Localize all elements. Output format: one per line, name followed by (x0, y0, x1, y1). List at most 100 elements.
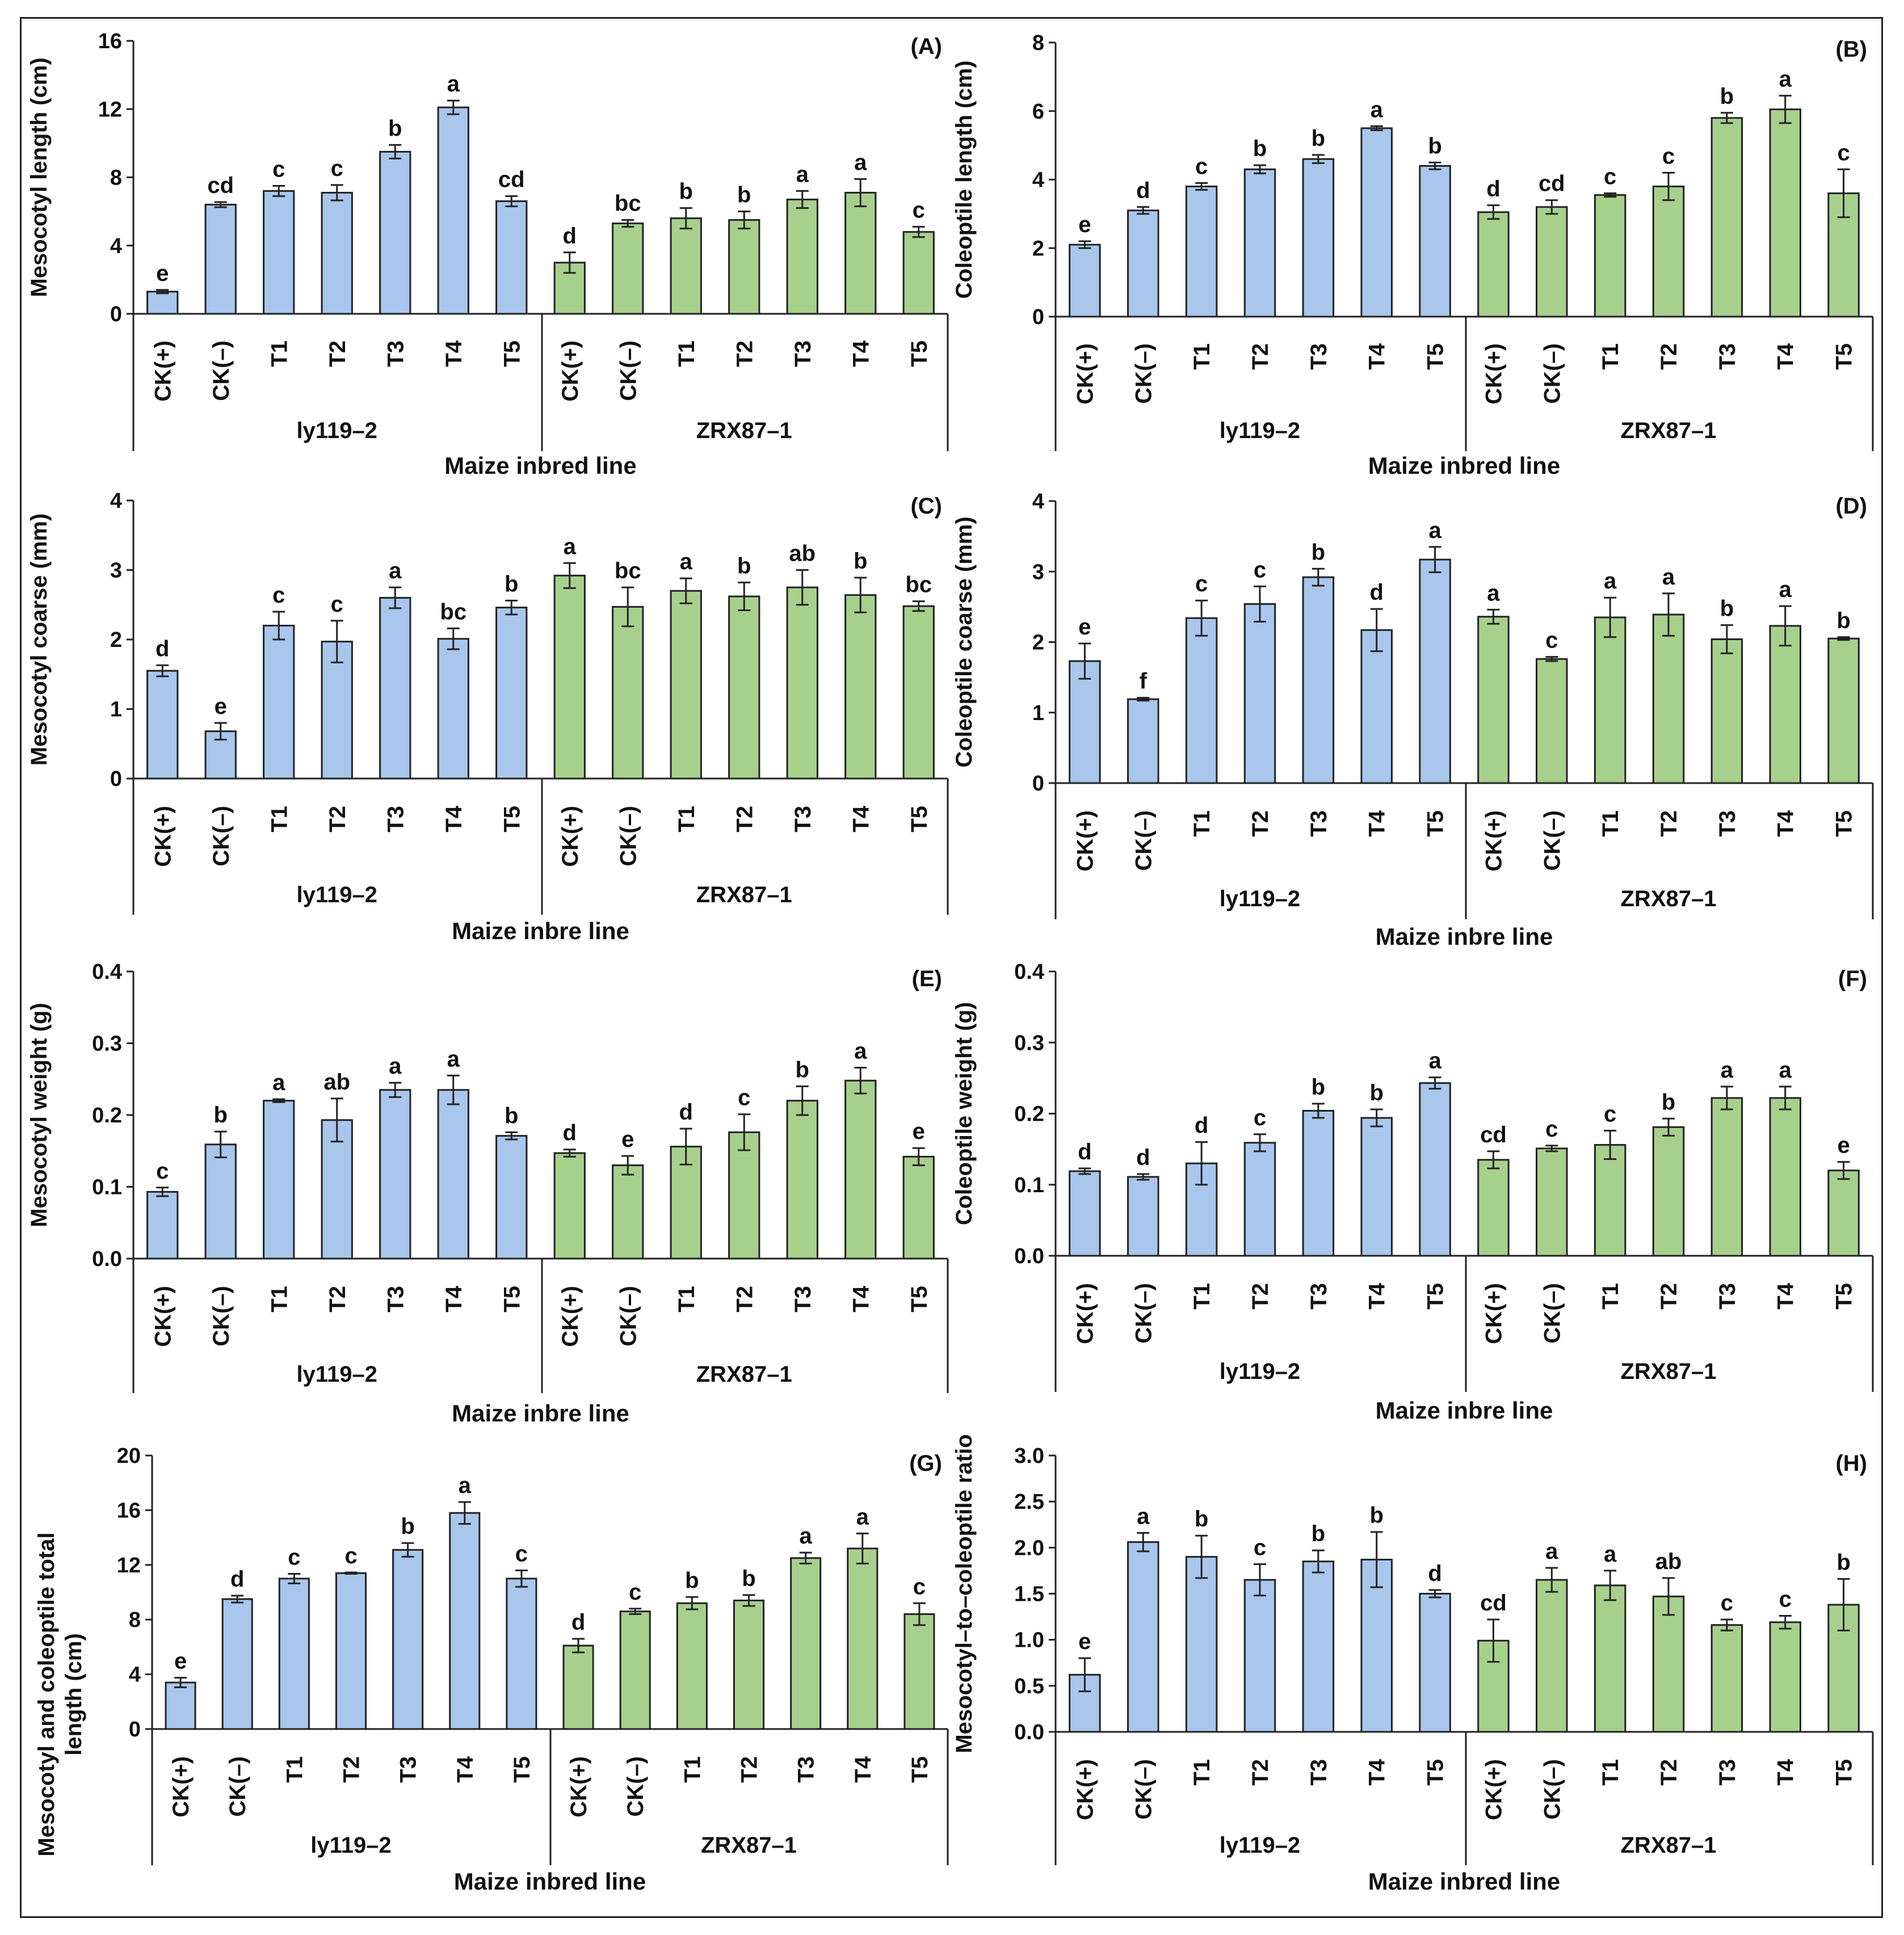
bar (1243, 603, 1276, 784)
significance-letter: a (800, 1524, 813, 1549)
category-tick-label: T2 (325, 340, 350, 367)
category-tick-label: T1 (267, 340, 292, 367)
x-axis-title: Maize inbred line (454, 1868, 646, 1895)
significance-letter: d (563, 1121, 577, 1146)
significance-letter: c (1779, 1587, 1792, 1612)
bar (844, 594, 877, 780)
bar (1243, 1142, 1276, 1257)
y-tick-label: 4 (110, 234, 122, 258)
bar (1536, 658, 1568, 784)
y-tick-label: 4 (1032, 490, 1044, 514)
category-tick-label: CK(–) (1131, 1759, 1156, 1820)
significance-letter: c (913, 1574, 926, 1599)
significance-letter: a (796, 162, 809, 187)
category-tick-label: T1 (674, 340, 699, 367)
bar (165, 1681, 196, 1730)
category-tick-label: T3 (1306, 343, 1331, 370)
y-tick-label: 0.0 (1014, 1244, 1044, 1268)
category-tick-label: T1 (1598, 343, 1623, 370)
category-tick-label: T3 (1715, 343, 1740, 370)
bar (1827, 1170, 1860, 1257)
bar (1069, 660, 1101, 784)
bar (278, 1578, 310, 1730)
category-tick-label: T1 (674, 806, 699, 832)
significance-letter: b (1428, 133, 1441, 158)
y-tick-label: 0 (129, 1718, 141, 1742)
category-tick-label: CK(–) (209, 806, 234, 866)
y-axis-title: Mesocotyl and coleoptile total length (cm… (34, 1532, 86, 1856)
bar (612, 605, 644, 780)
x-axis-title: Maize inbred line (1368, 452, 1560, 479)
y-tick-label: 2 (1032, 631, 1044, 655)
significance-letter: d (1136, 178, 1150, 203)
category-tick-label: CK(+) (1073, 1283, 1098, 1344)
category-tick-label: T2 (732, 1286, 757, 1313)
bar (1419, 558, 1451, 784)
group-label: ly119–2 (297, 882, 377, 907)
significance-letter: b (1312, 1075, 1325, 1100)
significance-letter: a (1428, 1049, 1441, 1074)
significance-letter: cd (207, 173, 234, 198)
chart-panel-f: 0.0 0.1 0.2 0.3 0.4 d CK(+) d CK(–) d T1 c T2 b T3 b T4 a… (952, 960, 1874, 1424)
significance-letter: b (1720, 596, 1734, 621)
category-tick-label: T5 (510, 1756, 535, 1783)
significance-letter: c (1721, 1591, 1733, 1616)
bar (1185, 617, 1218, 784)
y-tick-label: 4 (129, 1663, 141, 1687)
significance-letter: a (1604, 569, 1617, 594)
category-tick-label: T2 (1657, 810, 1682, 837)
category-tick-label: T5 (1423, 810, 1448, 837)
bar (790, 1557, 822, 1730)
y-tick-label: 0 (1032, 772, 1044, 796)
y-tick-label: 0.0 (92, 1247, 122, 1271)
significance-letter: b (1662, 1090, 1675, 1114)
y-tick-label: 8 (1032, 31, 1044, 55)
significance-letter: a (856, 1504, 869, 1529)
category-tick-label: CK(–) (616, 806, 641, 866)
bar (786, 1100, 818, 1260)
y-tick-label: 0.3 (92, 1032, 122, 1056)
significance-letter: e (1078, 1629, 1091, 1654)
bar (1652, 1126, 1685, 1257)
significance-letter: b (685, 1568, 699, 1593)
bar (847, 1547, 879, 1730)
bar (1536, 1147, 1568, 1257)
bar (1710, 638, 1743, 784)
category-tick-label: T2 (1657, 1283, 1682, 1310)
category-tick-label: CK(+) (150, 340, 175, 402)
category-tick-label: T2 (1248, 1759, 1273, 1786)
panel-label: (A) (910, 34, 942, 59)
y-axis-title: Mesocotyl coarse (mm) (27, 514, 52, 766)
bar (619, 1610, 651, 1730)
y-tick-label: 2.5 (1014, 1490, 1044, 1514)
significance-letter: bc (615, 558, 641, 583)
category-tick-label: T5 (499, 340, 524, 367)
bar (1127, 1176, 1159, 1257)
significance-letter: e (156, 261, 169, 286)
y-tick-label: 1.0 (1014, 1629, 1044, 1652)
significance-letter: b (1312, 126, 1325, 151)
bar (506, 1578, 537, 1730)
bar (562, 1644, 594, 1730)
y-axis-title-line: length (cm) (61, 1633, 86, 1756)
significance-letter: a (854, 1039, 867, 1064)
significance-letter: c (515, 1541, 528, 1566)
bar (495, 200, 528, 315)
category-tick-label: CK(–) (1131, 1283, 1156, 1344)
category-tick-label: CK(+) (1481, 343, 1506, 405)
significance-letter: e (1078, 615, 1091, 640)
category-tick-label: T4 (1773, 343, 1798, 369)
significance-letter: a (1604, 1542, 1617, 1567)
category-tick-label: T5 (907, 1756, 932, 1783)
category-tick-label: T4 (442, 1285, 466, 1312)
bar (204, 1143, 237, 1260)
category-tick-label: T5 (907, 806, 932, 832)
significance-letter: c (1604, 165, 1616, 190)
bar (379, 1089, 411, 1260)
significance-letter: a (389, 1054, 402, 1079)
significance-letter: b (796, 1057, 809, 1082)
significance-letter: a (1137, 1504, 1150, 1529)
bar (146, 670, 179, 780)
category-tick-label: T2 (1248, 343, 1273, 370)
significance-letter: e (1837, 1133, 1850, 1158)
